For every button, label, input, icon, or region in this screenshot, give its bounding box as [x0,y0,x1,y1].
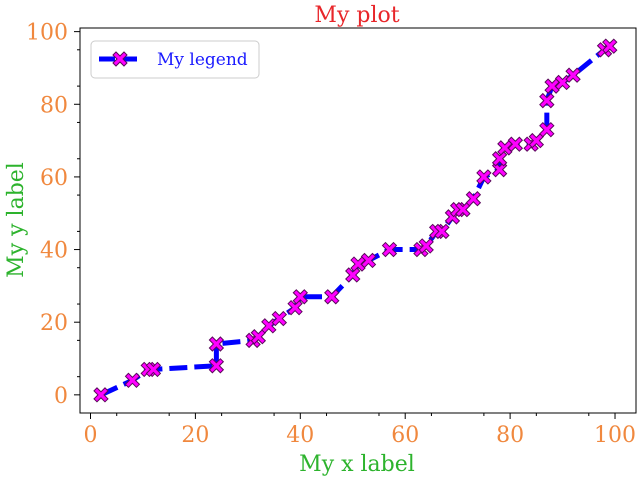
legend-box [90,40,260,79]
y-tick-label: 40 [40,239,68,264]
data-point [350,256,366,272]
data-point [418,238,434,254]
y-tick-label: 100 [26,21,68,46]
x-tick-label: 80 [496,423,524,448]
data-point [565,67,581,83]
data-point [145,361,162,378]
data-point [544,78,560,94]
series-line [99,44,612,398]
data-point [497,140,513,156]
plot-area [93,38,618,403]
y-tick-label: 60 [40,166,68,191]
x-axis-label: My x label [299,452,415,477]
legend-marker-icon [112,51,128,67]
data-point [465,191,482,207]
x-axis: 0 20 40 60 80 100 [83,413,636,448]
legend-label: My legend [157,50,248,70]
y-tick-label: 20 [40,311,68,336]
data-point [434,223,450,240]
y-tick-label: 0 [54,384,68,409]
axes-frame [79,27,637,414]
data-point [271,310,288,327]
data-point [507,136,524,152]
x-tick-label: 40 [286,423,314,448]
chart-title: My plot [314,3,399,28]
data-point [491,151,508,167]
y-axis: 0 20 40 60 80 100 [26,21,80,409]
data-point [93,387,109,403]
y-tick-label: 80 [40,93,68,118]
data-point [539,92,555,109]
y-axis-label: My y label [4,162,29,278]
data-point [360,252,377,269]
data-point [602,38,618,54]
data-point [250,329,267,345]
data-point [208,336,225,352]
x-tick-label: 20 [181,423,209,448]
data-point [345,267,361,283]
x-tick-label: 60 [391,423,419,448]
x-tick-label: 0 [83,423,97,448]
data-point [528,132,545,149]
data-point [476,169,492,185]
data-point [455,201,471,218]
data-point [287,299,303,316]
data-point [539,121,555,138]
data-point [491,161,508,178]
legend: My legend [90,40,260,79]
data-point [292,289,309,305]
data-point [208,358,225,374]
data-point [324,289,340,305]
data-point [381,241,398,258]
data-point [124,372,141,389]
x-tick-label: 100 [594,423,636,448]
